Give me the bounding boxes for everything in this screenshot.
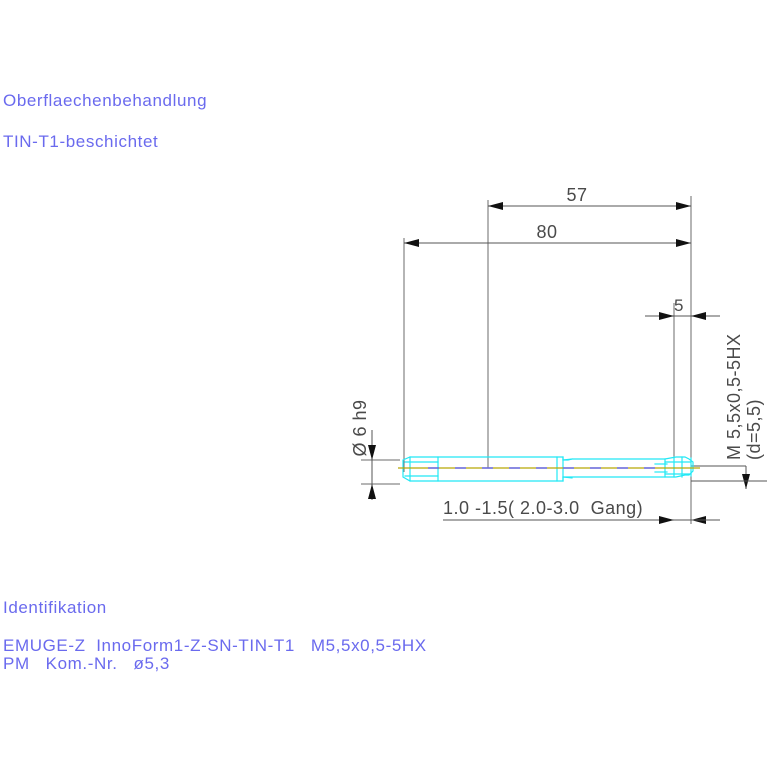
dimension-label-80: 80	[536, 222, 557, 242]
thread-spec-line-1: M 5,5x0,5-5HX	[724, 333, 744, 460]
surface-treatment-value: TIN-T1-beschichtet	[3, 132, 158, 151]
identification-line-2: PM Kom.-Nr. ø5,3	[3, 654, 170, 673]
arrowhead-chamfer-left	[659, 516, 674, 524]
arrowhead-57-right	[676, 202, 691, 210]
arrowhead-5-left	[659, 312, 674, 320]
dimension-label-shank-diameter: Ø 6 h9	[350, 399, 370, 456]
shank-square-flat	[404, 461, 439, 477]
arrowhead-dia-top	[368, 445, 376, 460]
identification-heading: Identifikation	[3, 598, 107, 617]
arrowhead-80-left	[404, 239, 419, 247]
chamfer-lead-note: 1.0 -1.5( 2.0-3.0 Gang)	[443, 498, 643, 518]
dimension-label-57: 57	[566, 185, 587, 205]
arrowhead-57-left	[488, 202, 503, 210]
arrowhead-5-right	[691, 312, 706, 320]
shoulder-taper-top	[562, 458, 573, 461]
surface-treatment-heading: Oberflaechenbehandlung	[3, 91, 207, 110]
arrowhead-80-right	[676, 239, 691, 247]
arrowhead-dia-bottom	[368, 484, 376, 499]
tap-tool-drawing	[398, 456, 700, 482]
identification-line-1: EMUGE-Z InnoForm1-Z-SN-TIN-T1 M5,5x0,5-5…	[3, 636, 427, 655]
shoulder-taper-bottom	[562, 476, 573, 479]
tap-body-outline	[402, 456, 694, 482]
dimension-label-5: 5	[674, 296, 684, 315]
thread-spec-line-2: (d=5,5)	[744, 399, 764, 460]
